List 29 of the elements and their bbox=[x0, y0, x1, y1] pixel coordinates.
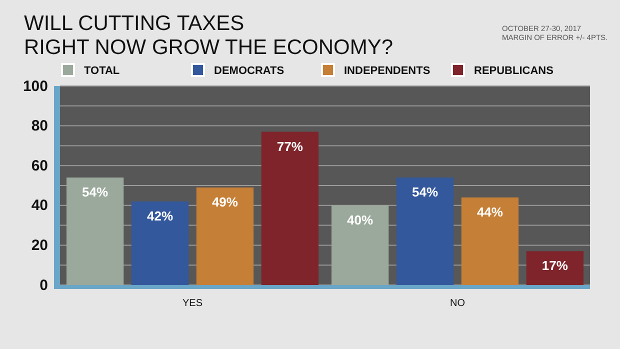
data-label: 77% bbox=[276, 138, 304, 154]
data-label: 54% bbox=[412, 184, 438, 200]
y-tick-label: 80 bbox=[31, 118, 48, 135]
bar bbox=[261, 132, 319, 285]
x-tick-label: NO bbox=[450, 298, 466, 310]
bar bbox=[196, 187, 254, 285]
chart-title: WILL CUTTING TAXES RIGHT NOW GROW THE ECONOMY? bbox=[24, 12, 394, 59]
y-tick-label: 20 bbox=[31, 237, 48, 254]
x-tick-label: YES bbox=[182, 298, 203, 310]
bar bbox=[131, 201, 189, 285]
legend-label: INDEPENDENTS bbox=[344, 65, 430, 77]
legend-label: DEMOCRATS bbox=[214, 65, 284, 77]
data-label: 40% bbox=[347, 212, 374, 228]
bar bbox=[396, 178, 454, 285]
y-tick-label: 60 bbox=[31, 157, 48, 174]
data-label: 44% bbox=[476, 204, 504, 220]
bar bbox=[461, 197, 519, 285]
data-label: 42% bbox=[147, 208, 174, 224]
legend-label: REPUBLICANS bbox=[474, 65, 554, 77]
y-tick-label: 0 bbox=[40, 276, 48, 294]
y-tick-label: 100 bbox=[22, 78, 48, 95]
data-label: 54% bbox=[82, 184, 109, 200]
legend-label: TOTAL bbox=[84, 65, 120, 77]
bar bbox=[66, 178, 124, 285]
bar bbox=[526, 251, 584, 285]
bar bbox=[331, 205, 389, 285]
data-label: 49% bbox=[212, 194, 238, 210]
data-label: 17% bbox=[542, 258, 568, 274]
y-tick-label: 40 bbox=[31, 197, 48, 214]
